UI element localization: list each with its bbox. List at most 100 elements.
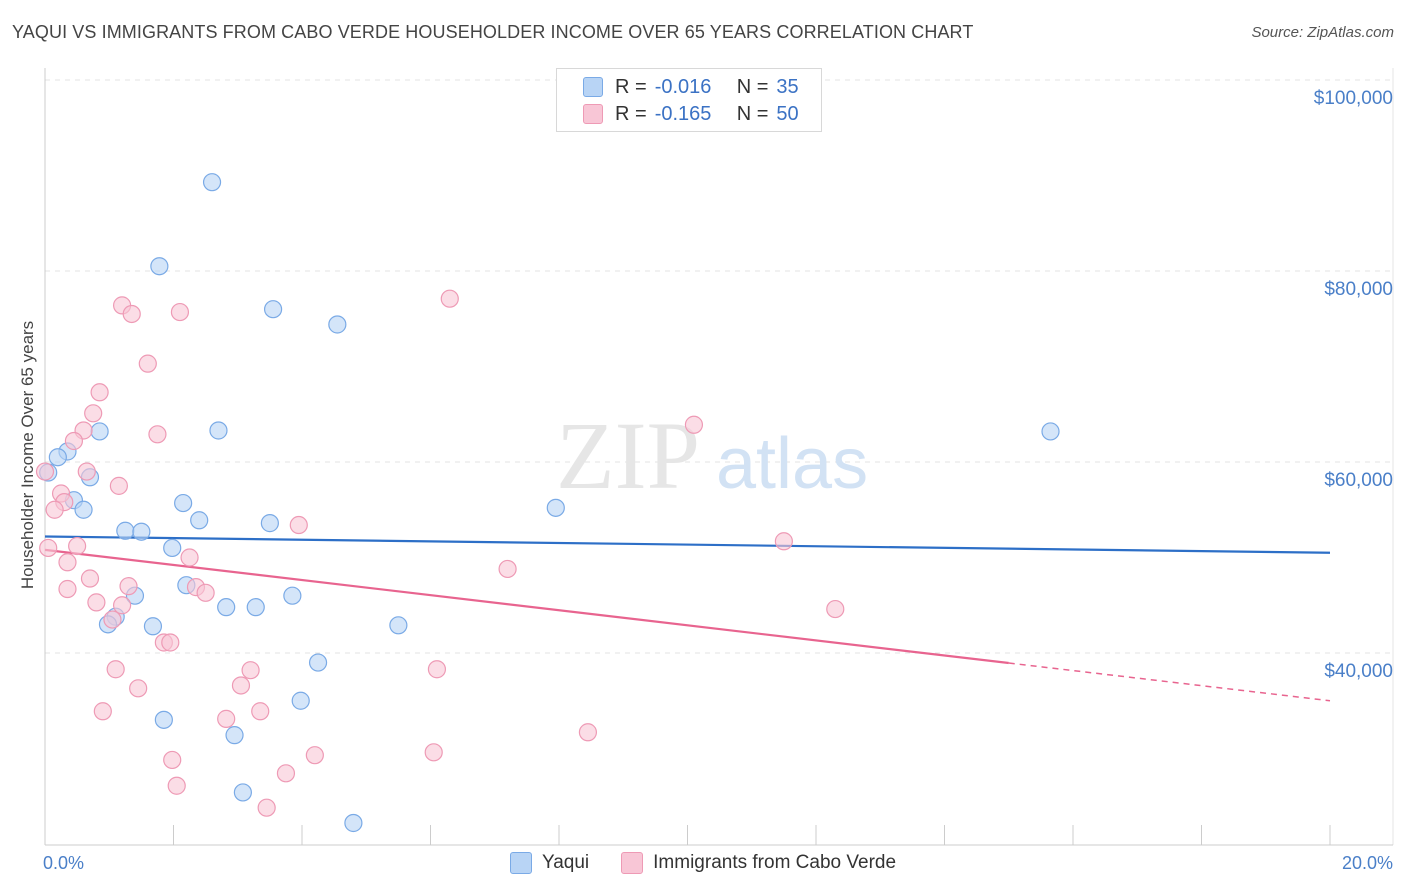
point-yaqui <box>389 616 408 635</box>
point-yaqui <box>344 813 363 833</box>
point-cabo-verde <box>106 660 125 679</box>
point-cabo-verde <box>578 723 598 742</box>
point-yaqui <box>260 514 279 533</box>
legend-row-cabo-verde: R = -0.165 N = 50 <box>583 101 799 127</box>
point-cabo-verde <box>180 548 199 567</box>
point-cabo-verde <box>826 599 845 619</box>
legend-label-cabo-verde: Immigrants from Cabo Verde <box>653 852 897 873</box>
point-yaqui <box>1041 422 1060 441</box>
tick-labels: $100,000 $80,000 $60,000 $40,000 0.0% 20.0% <box>43 88 1393 873</box>
grid <box>45 79 1395 654</box>
x-tick-label: 0.0% <box>43 853 84 873</box>
point-cabo-verde <box>161 633 180 652</box>
trend-line-extrapolated <box>1008 662 1331 702</box>
point-yaqui <box>74 500 93 519</box>
point-yaqui <box>150 257 169 276</box>
axes <box>44 68 1394 846</box>
trend-line-yaqui <box>44 535 1331 554</box>
correlation-legend: R = -0.016 N = 35 R = -0.165 N = 50 <box>556 68 822 132</box>
point-cabo-verde <box>167 776 186 795</box>
point-cabo-verde <box>170 302 190 322</box>
x-tick-label: 20.0% <box>1342 853 1393 873</box>
point-cabo-verde <box>80 569 100 588</box>
point-cabo-verde <box>276 764 296 783</box>
point-yaqui <box>263 300 283 319</box>
trend-lines <box>44 535 1331 702</box>
point-cabo-verde <box>129 679 148 698</box>
point-cabo-verde <box>684 415 704 434</box>
point-yaqui <box>246 598 265 617</box>
point-yaqui <box>283 586 302 605</box>
point-yaqui <box>291 691 310 710</box>
point-cabo-verde <box>35 462 55 481</box>
point-cabo-verde <box>109 476 128 495</box>
legend-label-yaqui: Yaqui <box>541 852 590 873</box>
legend-swatch-cabo-verde <box>583 104 603 124</box>
point-cabo-verde <box>148 425 167 444</box>
point-yaqui <box>132 522 151 541</box>
legend-r-value: -0.016 <box>654 75 712 98</box>
watermark: ZIP atlas <box>556 402 868 509</box>
point-cabo-verde <box>231 676 251 695</box>
point-cabo-verde <box>257 798 276 817</box>
point-cabo-verde <box>45 500 64 519</box>
legend-item-cabo-verde[interactable]: Immigrants from Cabo Verde <box>621 852 896 874</box>
point-cabo-verde <box>196 583 215 602</box>
point-yaqui <box>217 598 236 617</box>
point-cabo-verde <box>58 553 77 572</box>
point-cabo-verde <box>251 702 270 721</box>
point-cabo-verde <box>90 383 109 402</box>
point-yaqui <box>143 617 163 636</box>
point-cabo-verde <box>774 532 793 551</box>
legend-r-label: R = <box>615 102 647 125</box>
legend-n-label: N = <box>736 75 769 98</box>
point-cabo-verde <box>138 354 157 373</box>
y-axis-label: Householder Income Over 65 years <box>18 321 37 589</box>
point-yaqui <box>233 783 252 802</box>
source-credit: Source: ZipAtlas.com <box>1251 24 1394 41</box>
point-cabo-verde <box>217 709 236 728</box>
point-yaqui <box>190 511 209 530</box>
point-cabo-verde <box>289 515 308 535</box>
series-legend: Yaqui Immigrants from Cabo Verde <box>0 852 1406 874</box>
data-points <box>35 173 1060 833</box>
point-cabo-verde <box>305 746 324 765</box>
y-tick-label: $60,000 <box>1324 470 1393 491</box>
point-cabo-verde <box>440 289 459 308</box>
point-cabo-verde <box>241 661 260 680</box>
point-yaqui <box>328 315 347 334</box>
point-yaqui <box>116 521 135 540</box>
legend-n-value: 35 <box>776 75 799 98</box>
point-yaqui <box>163 538 182 558</box>
point-cabo-verde <box>68 536 87 556</box>
point-cabo-verde <box>77 462 96 481</box>
point-cabo-verde <box>64 431 84 451</box>
point-cabo-verde <box>427 660 447 679</box>
legend-item-yaqui[interactable]: Yaqui <box>509 852 590 874</box>
point-cabo-verde <box>424 743 443 762</box>
point-cabo-verde <box>58 579 77 599</box>
legend-n-value: 50 <box>776 102 799 125</box>
point-cabo-verde <box>498 559 517 579</box>
point-cabo-verde <box>84 404 103 423</box>
point-cabo-verde <box>93 702 112 721</box>
watermark-zip: ZIP <box>556 402 700 509</box>
legend-r-label: R = <box>615 75 647 98</box>
chart-title: YAQUI VS IMMIGRANTS FROM CABO VERDE HOUS… <box>12 22 974 42</box>
y-tick-label: $100,000 <box>1314 88 1393 109</box>
point-yaqui <box>546 498 565 517</box>
point-cabo-verde <box>112 596 132 615</box>
y-tick-label: $80,000 <box>1324 279 1393 300</box>
watermark-atlas: atlas <box>716 424 868 504</box>
point-cabo-verde <box>163 750 182 770</box>
point-cabo-verde <box>39 538 58 558</box>
point-yaqui <box>90 422 109 441</box>
point-yaqui <box>308 653 328 672</box>
legend-swatch-cabo-verde <box>621 852 644 874</box>
point-yaqui <box>48 448 67 467</box>
point-cabo-verde <box>119 577 138 596</box>
y-tick-label: $40,000 <box>1324 661 1393 682</box>
point-cabo-verde <box>103 610 122 629</box>
legend-swatch-yaqui <box>583 77 603 97</box>
